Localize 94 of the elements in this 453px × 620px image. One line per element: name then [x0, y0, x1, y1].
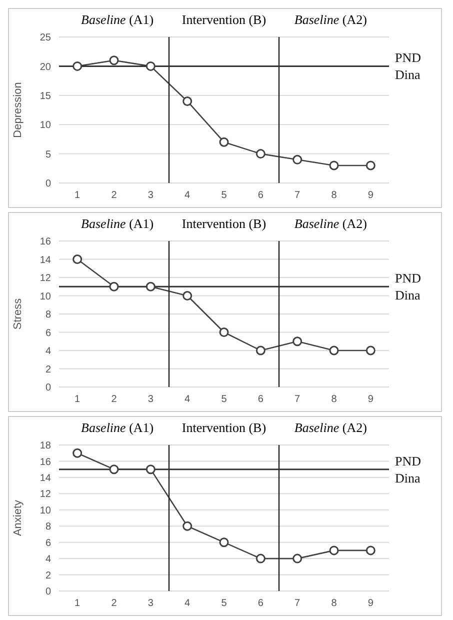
y-tick-label: 10 — [40, 120, 52, 132]
x-tick-label: 5 — [221, 394, 228, 406]
point — [329, 160, 339, 170]
y-tick-label: 0 — [45, 382, 52, 394]
x-tick-label: 2 — [111, 598, 118, 610]
x-tick-label: 5 — [221, 598, 228, 610]
text: Intervention (B) — [180, 12, 268, 28]
point — [292, 154, 302, 164]
y-tick-label: 8 — [45, 310, 52, 321]
x-tick-label: 7 — [294, 190, 301, 202]
y-tick-label: 20 — [40, 62, 52, 73]
y-tick-label: 2 — [45, 364, 52, 376]
x-tick-label: 7 — [294, 394, 301, 406]
text: Baseline (A1) — [80, 420, 155, 436]
x-tick-label: 8 — [331, 598, 338, 610]
x-tick-label: 8 — [331, 394, 338, 406]
point — [256, 149, 266, 159]
x-tick-label: 2 — [111, 190, 118, 202]
text: Baseline (A2) — [293, 216, 368, 232]
text: Intervention (B) — [180, 216, 268, 232]
text: Baseline (A2) — [293, 420, 368, 436]
point — [366, 160, 376, 170]
y-tick-label: 25 — [40, 32, 52, 44]
y-axis-title: Stress — [12, 298, 24, 330]
x-tick-label: 9 — [368, 190, 374, 202]
text: Baseline (A1) — [80, 12, 155, 28]
point — [219, 137, 229, 147]
point — [146, 464, 156, 474]
text: Intervention (B) — [180, 420, 268, 436]
y-tick-label: 14 — [40, 254, 52, 266]
x-tick-label: 3 — [148, 598, 154, 610]
y-tick-label: 12 — [40, 273, 52, 284]
x-tick-label: 1 — [74, 598, 81, 610]
y-tick-label: 15 — [40, 90, 52, 102]
y-axis-title: Depression — [12, 82, 24, 138]
x-tick-label: 3 — [148, 190, 154, 202]
y-tick-label: 6 — [45, 328, 52, 339]
text: Baseline (A2) — [293, 12, 368, 28]
x-tick-label: 9 — [368, 394, 374, 406]
y-tick-label: 4 — [45, 346, 52, 358]
ref-line-label: PND Dina — [395, 50, 422, 82]
y-tick-label: 16 — [40, 456, 52, 468]
y-tick-label: 8 — [45, 522, 52, 533]
point — [329, 346, 339, 356]
point — [146, 282, 156, 292]
x-tick-label: 4 — [184, 394, 191, 406]
point — [219, 328, 229, 337]
ref-line-label: PND Dina — [395, 453, 422, 486]
y-tick-label: 0 — [45, 178, 52, 190]
point — [72, 254, 82, 264]
point — [182, 96, 192, 106]
x-tick-label: 1 — [74, 394, 81, 406]
x-tick-label: 7 — [294, 598, 301, 610]
point — [146, 61, 156, 71]
point — [109, 282, 119, 292]
y-tick-label: 2 — [45, 570, 52, 582]
x-tick-label: 8 — [331, 190, 338, 202]
text: Baseline (A1) — [80, 216, 155, 232]
point — [219, 538, 229, 548]
x-tick-label: 4 — [184, 598, 191, 610]
y-tick-label: 12 — [40, 489, 52, 500]
point — [366, 346, 376, 356]
x-tick-label: 9 — [368, 598, 374, 610]
point — [292, 336, 302, 346]
point — [182, 521, 192, 531]
point — [109, 464, 119, 474]
x-tick-label: 2 — [111, 394, 118, 406]
x-tick-label: 3 — [148, 394, 154, 406]
x-tick-label: 1 — [74, 190, 81, 202]
y-tick-label: 5 — [45, 149, 52, 160]
x-tick-label: 5 — [221, 190, 228, 202]
point — [109, 56, 119, 66]
x-tick-label: 6 — [258, 394, 264, 406]
y-tick-label: 0 — [45, 586, 52, 598]
point — [256, 554, 266, 564]
y-axis-title: Anxiety — [12, 499, 24, 536]
point — [256, 346, 266, 356]
point — [72, 448, 82, 458]
point — [182, 291, 192, 300]
point — [329, 546, 339, 556]
x-tick-label: 6 — [258, 190, 264, 202]
ref-line-label: PND Dina — [395, 270, 422, 303]
y-tick-label: 4 — [45, 554, 52, 566]
x-tick-label: 6 — [258, 598, 264, 610]
y-tick-label: 10 — [40, 291, 52, 302]
y-tick-label: 16 — [40, 236, 52, 248]
x-tick-label: 4 — [184, 190, 191, 202]
point — [366, 546, 376, 556]
y-tick-label: 14 — [40, 472, 52, 484]
point — [72, 61, 82, 71]
y-tick-label: 18 — [40, 440, 52, 452]
point — [292, 554, 302, 564]
y-tick-label: 6 — [45, 538, 52, 549]
y-tick-label: 10 — [40, 505, 52, 516]
